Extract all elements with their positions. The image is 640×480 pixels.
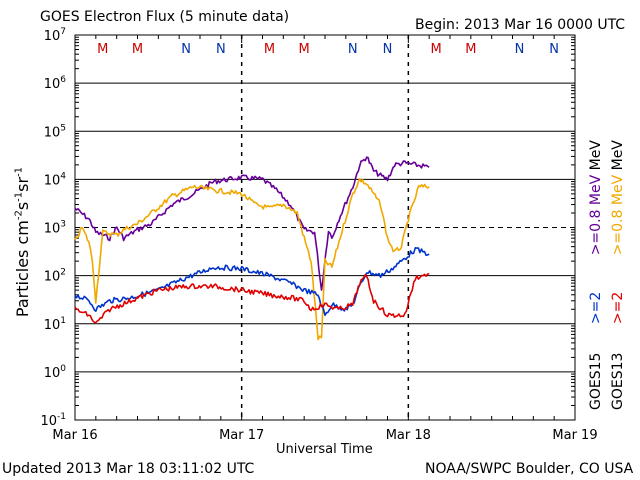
- y-tick-label: 10-1: [40, 412, 66, 429]
- chart-title: GOES Electron Flux (5 minute data): [40, 9, 290, 25]
- y-tick-label: 103: [44, 220, 66, 237]
- x-tick-label: Mar 19: [552, 428, 597, 443]
- legend-goes13-label: GOES13 >=2 >=0.8 MeV MeV: [610, 140, 626, 410]
- legend-goes13-high: >=0.8 MeV: [610, 174, 626, 256]
- legend-goes15-label: GOES15 >=2 >=0.8 MeV MeV: [588, 140, 604, 410]
- legend-goes15-high: >=0.8 MeV: [588, 174, 604, 256]
- legend-goes13-sat: GOES13: [610, 352, 626, 410]
- marker-n: N: [383, 42, 393, 57]
- legend-goes15-sat: GOES15: [588, 352, 604, 410]
- series-line-goes15-2-mev: [74, 247, 430, 317]
- marker-m: M: [264, 42, 275, 57]
- marker-n: N: [348, 42, 358, 57]
- updated-timestamp: Updated 2013 Mar 18 03:11:02 UTC: [2, 461, 255, 477]
- y-tick-label: 107: [44, 27, 66, 44]
- legend-goes15-low: >=2: [588, 291, 604, 325]
- marker-n: N: [216, 42, 226, 57]
- marker-m: M: [132, 42, 143, 57]
- marker-m: M: [465, 42, 476, 57]
- x-tick-label: Mar 18: [386, 428, 431, 443]
- marker-m: M: [299, 42, 310, 57]
- y-tick-label: 104: [44, 171, 67, 188]
- series-line-goes15-0-8-mev: [74, 156, 430, 291]
- marker-n: N: [181, 42, 191, 57]
- y-axis-label: Particles cm-2s-1sr-1: [13, 166, 32, 318]
- y-tick-label: 102: [44, 268, 66, 285]
- marker-m: M: [431, 42, 442, 57]
- marker-m: M: [97, 42, 108, 57]
- x-axis-label: Universal Time: [276, 442, 373, 457]
- legend-goes13-low: >=2: [610, 291, 626, 325]
- legend-mev-b: MeV: [610, 140, 626, 171]
- y-tick-label: 106: [44, 75, 67, 92]
- x-tick-label: Mar 17: [219, 428, 264, 443]
- x-tick-label: Mar 16: [52, 428, 97, 443]
- y-tick-label: 105: [44, 123, 66, 140]
- y-tick-label: 100: [44, 364, 67, 381]
- marker-n: N: [549, 42, 559, 57]
- y-tick-label: 101: [44, 316, 66, 333]
- series-line-goes13-2-mev: [74, 272, 430, 324]
- credit-text: NOAA/SWPC Boulder, CO USA: [425, 461, 634, 477]
- begin-date: Begin: 2013 Mar 16 0000 UTC: [415, 17, 626, 33]
- marker-n: N: [515, 42, 525, 57]
- series-line-goes13-0-8-mev: [74, 178, 430, 341]
- legend-mev-a: MeV: [588, 140, 604, 171]
